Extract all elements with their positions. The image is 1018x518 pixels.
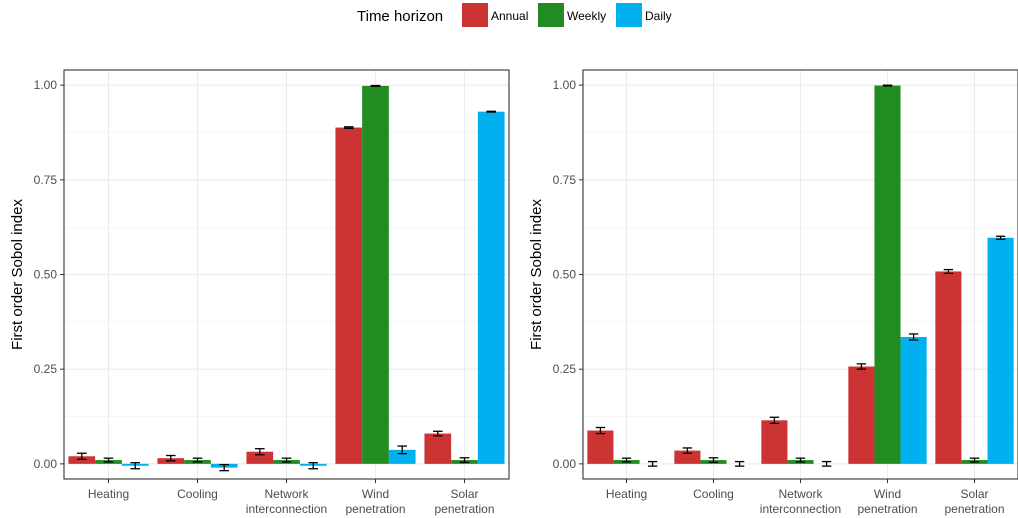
legend: Time horizon Annual Weekly Daily	[357, 3, 672, 27]
legend-item-annual: Annual	[462, 3, 528, 27]
x-tick-label-line: Network	[264, 487, 309, 501]
error-bar-annual-2	[769, 416, 780, 424]
bar-daily-4	[987, 237, 1014, 464]
error-bar-annual-2	[254, 448, 265, 456]
y-axis-title: First order Sobol index	[9, 199, 26, 350]
y-tick-label: 0.00	[553, 457, 577, 471]
x-tick-label-line: Heating	[606, 487, 647, 501]
x-tick-label: Solar penetration	[944, 487, 1004, 516]
legend-key-weekly	[538, 3, 564, 27]
bar-weekly-3	[362, 85, 389, 464]
error-bar-daily-4	[995, 235, 1006, 240]
y-tick-label: 0.50	[553, 268, 577, 282]
x-tick-label-line: Heating	[88, 487, 129, 501]
bar-annual-4	[935, 271, 962, 464]
error-bar-daily-3	[397, 445, 408, 455]
legend-key-annual	[462, 3, 488, 27]
x-tick-label-line: interconnection	[246, 502, 327, 516]
error-bar-weekly-2	[795, 457, 806, 463]
x-tick-label: Heating	[88, 487, 129, 501]
error-bar-daily-1	[734, 460, 745, 467]
error-bar-annual-4	[432, 430, 443, 437]
error-bar-weekly-4	[969, 457, 980, 463]
error-bar-weekly-0	[103, 457, 114, 463]
legend-label-weekly: Weekly	[567, 9, 606, 23]
x-tick-label-line: Solar	[960, 487, 988, 501]
y-tick-label: 0.75	[34, 173, 58, 187]
error-bar-weekly-2	[281, 457, 292, 463]
y-axis-title: First order Sobol index	[528, 199, 545, 350]
y-tick-label: 0.25	[553, 362, 577, 376]
bar-annual-4	[424, 433, 452, 464]
error-bar-daily-2	[821, 460, 832, 467]
bar-annual-0	[587, 430, 614, 464]
legend-label-annual: Annual	[491, 9, 528, 23]
x-tick-label-line: Solar	[450, 487, 478, 501]
legend-item-daily: Daily	[616, 3, 672, 27]
right-panel: 0.00 0.25 0.50 0.75 1.00 Heating Cooling Networ…	[528, 69, 1018, 516]
error-bar-annual-1	[165, 454, 176, 462]
x-tick-label-line: penetration	[434, 502, 494, 516]
x-tick-label: Wind penetration	[857, 487, 917, 516]
x-tick-label: Network interconnection	[760, 487, 841, 516]
bar-annual-2	[246, 451, 274, 464]
error-bar-weekly-3	[882, 84, 893, 87]
x-tick-label: Cooling	[693, 487, 734, 501]
bar-daily-4	[477, 111, 505, 464]
error-bar-annual-3	[343, 126, 354, 129]
error-bar-weekly-3	[370, 84, 381, 87]
error-bar-daily-0	[647, 460, 658, 467]
x-tick-label-line: penetration	[857, 502, 917, 516]
left-panel: 0.00 0.25 0.50 0.75 1.00 Heating Cooling Networ…	[9, 69, 510, 516]
x-tick-label-line: interconnection	[760, 502, 841, 516]
x-tick-label: Solar penetration	[434, 487, 494, 516]
y-tick-label: 0.00	[34, 457, 58, 471]
y-tick-label: 0.50	[34, 268, 58, 282]
bar-annual-2	[761, 420, 788, 464]
error-bar-daily-0	[130, 462, 141, 470]
legend-label-daily: Daily	[645, 9, 672, 23]
y-tick-label: 1.00	[553, 78, 577, 92]
error-bar-annual-0	[76, 452, 87, 460]
x-tick-label: Network interconnection	[246, 487, 327, 516]
error-bar-annual-4	[943, 268, 954, 275]
error-bar-annual-1	[682, 447, 693, 454]
x-tick-label-line: Cooling	[177, 487, 218, 501]
error-bar-daily-3	[908, 333, 919, 341]
x-tick-label-line: Cooling	[693, 487, 734, 501]
x-tick-label-line: Wind	[874, 487, 901, 501]
error-bar-weekly-4	[459, 457, 470, 463]
error-bar-daily-4	[486, 110, 497, 113]
x-tick-label: Cooling	[177, 487, 218, 501]
error-bar-weekly-1	[192, 457, 203, 463]
bar-annual-0	[68, 456, 96, 464]
x-tick-label: Wind penetration	[345, 487, 405, 516]
error-bar-annual-3	[856, 363, 867, 370]
error-bar-daily-2	[308, 462, 319, 470]
x-tick-label-line: Network	[778, 487, 823, 501]
x-tick-label-line: penetration	[944, 502, 1004, 516]
error-bar-daily-1	[219, 463, 230, 472]
bar-daily-3	[388, 449, 416, 464]
error-bar-weekly-1	[708, 457, 719, 463]
x-tick-label-line: Wind	[362, 487, 389, 501]
x-tick-label-line: penetration	[345, 502, 405, 516]
legend-key-daily	[616, 3, 642, 27]
error-bar-annual-0	[595, 426, 606, 435]
y-tick-label: 0.75	[553, 173, 577, 187]
bar-weekly-3	[874, 85, 901, 464]
error-bar-weekly-0	[621, 457, 632, 463]
bar-daily-3	[900, 336, 927, 464]
legend-item-weekly: Weekly	[538, 3, 606, 27]
y-tick-label: 1.00	[34, 78, 58, 92]
bar-annual-1	[674, 450, 701, 464]
bar-annual-3	[848, 366, 875, 464]
legend-title: Time horizon	[357, 8, 443, 25]
x-tick-label: Heating	[606, 487, 647, 501]
y-tick-label: 0.25	[34, 362, 58, 376]
bar-annual-3	[335, 127, 363, 464]
